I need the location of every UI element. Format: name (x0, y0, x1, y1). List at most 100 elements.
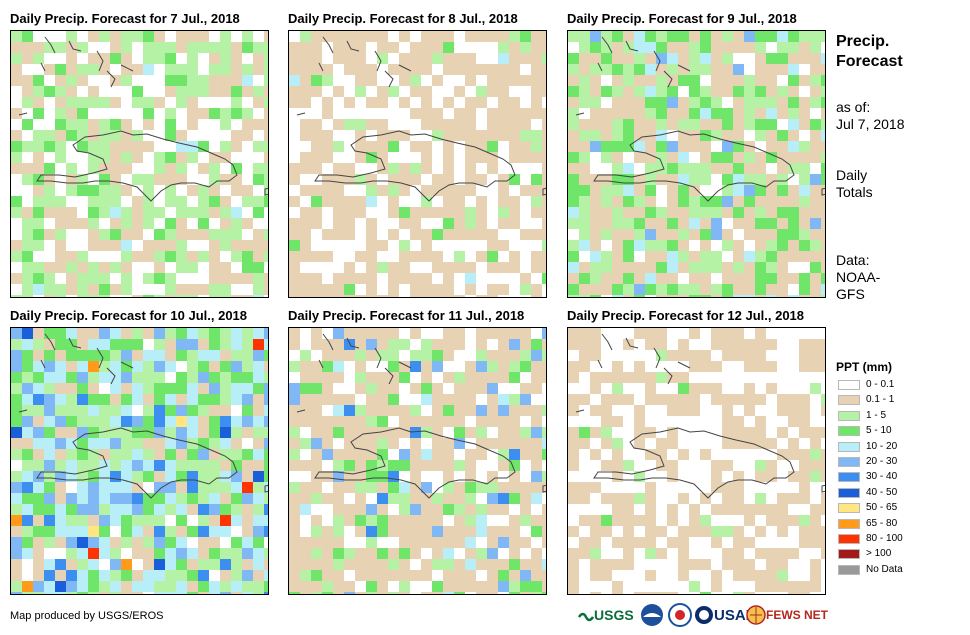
precip-cell (377, 592, 388, 594)
precip-cell (22, 31, 33, 42)
precip-cell (568, 229, 579, 240)
precip-cell (542, 350, 546, 361)
precip-cell (509, 218, 520, 229)
precip-cell (487, 42, 498, 53)
precip-cell (509, 570, 520, 581)
precip-cell (579, 405, 590, 416)
precip-cell (601, 130, 612, 141)
precip-cell (498, 42, 509, 53)
precip-cell (66, 570, 77, 581)
precip-cell (612, 218, 623, 229)
precip-cell (322, 262, 333, 273)
precip-cell (755, 229, 766, 240)
precip-cell (755, 493, 766, 504)
coastline-path (593, 427, 795, 499)
precip-cell (22, 163, 33, 174)
precip-cell (399, 42, 410, 53)
precip-cell (465, 240, 476, 251)
precip-cell (366, 482, 377, 493)
precip-cell (311, 141, 322, 152)
precip-cell (755, 350, 766, 361)
precip-cell (22, 295, 33, 297)
precip-cell (432, 185, 443, 196)
precip-cell (121, 86, 132, 97)
precip-cell (678, 251, 689, 262)
precip-cell (454, 163, 465, 174)
precip-cell (77, 229, 88, 240)
precip-cell (531, 383, 542, 394)
precip-cell (66, 383, 77, 394)
coastline-path (106, 70, 116, 88)
precip-cell (722, 108, 733, 119)
precip-cell (744, 284, 755, 295)
precip-cell (88, 273, 99, 284)
precip-cell (700, 570, 711, 581)
precip-cell (542, 570, 546, 581)
precip-cell (44, 350, 55, 361)
precip-cell (77, 53, 88, 64)
precip-cell (231, 119, 242, 130)
precip-cell (689, 482, 700, 493)
precip-cell (579, 548, 590, 559)
precip-cell (44, 262, 55, 273)
precip-cell (377, 152, 388, 163)
precip-cell (344, 449, 355, 460)
coastline-path (40, 359, 46, 369)
precip-cell (623, 361, 634, 372)
precip-cell (509, 207, 520, 218)
precip-cell (121, 119, 132, 130)
precip-cell (788, 581, 799, 592)
precip-cell (590, 339, 601, 350)
precip-cell (531, 559, 542, 570)
precip-cell (465, 361, 476, 372)
precip-cell (733, 240, 744, 251)
precip-cell (143, 86, 154, 97)
precip-cell (88, 119, 99, 130)
precip-cell (44, 372, 55, 383)
precip-cell (99, 31, 110, 42)
precip-cell (476, 130, 487, 141)
precip-cell (333, 75, 344, 86)
precip-cell (799, 460, 810, 471)
precip-cell (722, 449, 733, 460)
precip-cell (44, 31, 55, 42)
precip-cell (66, 394, 77, 405)
precip-cell (110, 174, 121, 185)
precip-cell (176, 163, 187, 174)
precip-cell (333, 42, 344, 53)
precip-cell (88, 361, 99, 372)
precip-cell (689, 383, 700, 394)
precip-cell (733, 339, 744, 350)
precip-cell (465, 427, 476, 438)
precip-cell (300, 119, 311, 130)
forecast-map-svg-3 (568, 31, 825, 297)
precip-cell (465, 537, 476, 548)
precip-cell (154, 515, 165, 526)
precip-cell (88, 251, 99, 262)
precip-cell (487, 295, 498, 297)
precip-cell (656, 31, 667, 42)
precip-cell (678, 119, 689, 130)
precip-cell (711, 152, 722, 163)
precip-cell (198, 196, 209, 207)
precip-cell (733, 427, 744, 438)
precip-cell (110, 504, 121, 515)
precip-cell (11, 482, 22, 493)
precip-cell (410, 141, 421, 152)
precip-cell (110, 152, 121, 163)
precip-cell (667, 559, 678, 570)
precip-cell (311, 218, 322, 229)
precip-cell (264, 207, 268, 218)
precip-cell (678, 339, 689, 350)
precip-cell (443, 108, 454, 119)
precip-cell (11, 372, 22, 383)
precip-cell (454, 526, 465, 537)
precip-cell (311, 185, 322, 196)
precip-cell (542, 405, 546, 416)
precip-cell (755, 427, 766, 438)
precip-cell (77, 570, 88, 581)
precip-cell (579, 394, 590, 405)
precip-cell (821, 42, 825, 53)
precip-cell (388, 592, 399, 594)
precip-cell (656, 537, 667, 548)
